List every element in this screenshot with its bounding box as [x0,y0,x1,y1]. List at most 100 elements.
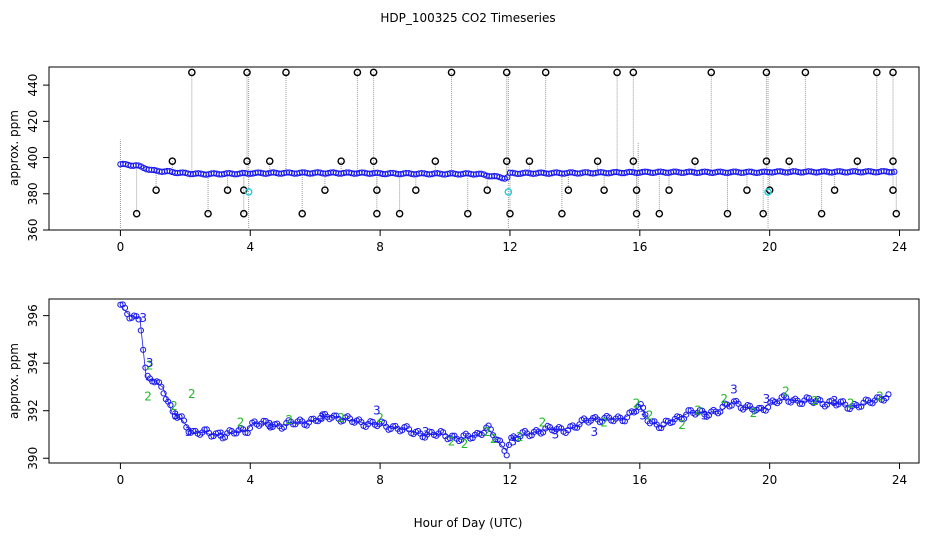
data-point [230,430,238,437]
data-point [888,169,895,176]
data-point [290,421,297,428]
data-point [478,170,485,177]
data-point [176,413,183,420]
outlier-point [762,68,771,77]
quality-label-3: 3 [266,418,274,432]
quality-label-3: 3 [422,425,430,439]
outlier-point [412,186,420,194]
x-tick-label: 20 [762,473,777,487]
x-tick-label: 8 [376,473,384,487]
data-point [319,411,326,418]
cyan-point [504,188,513,196]
outlier-point [223,186,232,194]
data-point [137,327,144,334]
outlier-point [373,209,381,218]
outlier-point [239,186,248,194]
outlier-point [483,186,492,194]
data-point [208,433,215,440]
outlier-point [353,68,362,77]
data-point [874,394,881,401]
quality-label-2: 2 [285,413,293,427]
outlier-point [431,157,440,165]
outlier-point [564,186,573,194]
outlier-point [743,186,751,194]
data-point [449,432,456,439]
data-point [260,417,267,424]
x-tick-label: 24 [892,473,907,487]
bottom-plot-frame [48,298,920,464]
quality-label-2: 2 [483,425,491,439]
data-point [649,418,656,425]
x-tick-label: 0 [117,473,125,487]
quality-label-2: 2 [237,416,245,430]
quality-label-2: 2 [376,411,384,425]
data-point [764,404,772,411]
data-point [158,383,165,390]
quality-label-3: 3 [763,392,771,406]
data-point [796,400,803,407]
quality-label-3: 3 [591,425,599,439]
quality-label-3: 3 [552,427,560,441]
data-point [503,452,510,459]
data-point [190,427,197,435]
outlier-point [395,209,404,218]
quality-label-2: 2 [516,430,524,444]
outlier-point [463,209,472,218]
outlier-point [691,157,699,165]
quality-label-2: 2 [847,397,855,411]
y-tick-label: 400 [26,146,40,169]
outlier-point [600,186,608,194]
outlier-point [817,209,826,218]
outlier-point [525,157,534,165]
x-tick-label: 16 [632,240,647,254]
data-point [844,405,851,412]
quality-label-3: 3 [831,394,839,408]
quality-label-2: 2 [600,416,608,430]
quality-label-2: 2 [170,399,178,413]
y-tick-label: 396 [26,304,40,327]
top-y-axis-label: approx. ppm [7,110,21,186]
data-point [505,441,513,449]
data-point [201,426,208,433]
outlier-point [558,209,566,218]
outlier-point [632,209,641,218]
outlier-point [132,209,141,218]
outlier-point [152,186,160,194]
outlier-point [373,186,381,194]
data-point [685,407,692,414]
outlier-point [830,186,839,194]
outlier-point [502,68,511,77]
x-tick-label: 0 [117,240,125,254]
y-tick-label: 390 [26,447,40,470]
quality-label-2: 2 [811,394,819,408]
outlier-point [447,68,456,77]
top-panel: 0 4 8 12 16 20 24 360 380 400 420 440 approx. ppm [7,66,920,254]
quality-label-2: 2 [146,359,154,373]
outlier-point [707,68,716,77]
quality-label-3: 3 [185,425,193,439]
data-point [140,346,147,353]
quality-label-3: 3 [146,356,154,370]
data-point [571,424,578,431]
outlier-point [892,209,901,218]
quality-label-2: 2 [490,432,498,446]
x-tick-label: 4 [246,473,254,487]
data-point [312,417,319,424]
y-tick-label: 380 [26,182,40,205]
quality-label-2: 2 [188,387,196,401]
outlier-point [369,157,378,165]
outlier-point [762,157,771,165]
outlier-point [502,157,511,165]
outlier-point [298,209,307,218]
outlier-point [723,209,732,218]
x-tick-label: 4 [246,240,254,254]
data-point [487,426,494,433]
data-point [891,168,898,175]
data-point [504,174,511,181]
data-point [837,398,844,405]
data-point [642,411,649,418]
quality-label-3: 3 [139,311,147,325]
outlier-point [629,68,638,77]
